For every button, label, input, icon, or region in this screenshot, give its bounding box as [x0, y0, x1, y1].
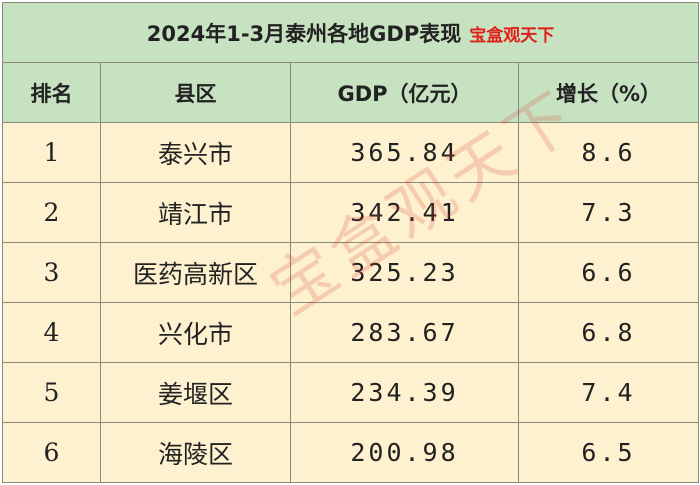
title-row: 2024年1-3月泰州各地GDP表现 宝盒观天下	[1, 2, 700, 63]
district-cell: 姜堰区	[100, 362, 291, 423]
table-row: 4 兴化市 283.67 6.8	[2, 302, 700, 363]
district-cell: 医药高新区	[100, 242, 291, 303]
rank-cell: 1	[2, 122, 101, 183]
table-row: 3 医药高新区 325.23 6.6	[2, 242, 700, 303]
district-cell: 泰兴市	[100, 122, 291, 183]
header-rank: 排名	[2, 62, 101, 123]
header-row: 排名 县区 GDP（亿元） 增长（%）	[2, 62, 700, 123]
rank-cell: 5	[2, 362, 101, 423]
header-gdp: GDP（亿元）	[290, 62, 519, 123]
growth-cell: 6.5	[517, 422, 700, 483]
gdp-cell: 325.23	[290, 242, 519, 303]
growth-cell: 6.8	[517, 302, 700, 363]
gdp-cell: 365.84	[290, 122, 519, 183]
gdp-cell: 283.67	[290, 302, 519, 363]
growth-cell: 7.3	[517, 182, 700, 243]
gdp-cell: 200.98	[290, 422, 519, 483]
table-title: 2024年1-3月泰州各地GDP表现	[146, 21, 462, 46]
gdp-cell: 234.39	[290, 362, 519, 423]
rank-cell: 3	[2, 242, 101, 303]
district-cell: 兴化市	[100, 302, 291, 363]
table-title-cell: 2024年1-3月泰州各地GDP表现 宝盒观天下	[1, 2, 700, 63]
gdp-cell: 342.41	[290, 182, 519, 243]
growth-cell: 6.6	[517, 242, 700, 303]
table-row: 6 海陵区 200.98 6.5	[2, 422, 700, 483]
header-district: 县区	[100, 62, 291, 123]
growth-cell: 8.6	[517, 122, 700, 183]
table-row: 1 泰兴市 365.84 8.6	[2, 122, 700, 183]
header-growth: 增长（%）	[517, 62, 700, 123]
rank-cell: 6	[2, 422, 101, 483]
rank-cell: 2	[2, 182, 101, 243]
brand-label: 宝盒观天下	[469, 25, 555, 46]
table-row: 5 姜堰区 234.39 7.4	[2, 362, 700, 423]
table-row: 2 靖江市 342.41 7.3	[2, 182, 700, 243]
district-cell: 海陵区	[100, 422, 291, 483]
rank-cell: 4	[2, 302, 101, 363]
growth-cell: 7.4	[517, 362, 700, 423]
district-cell: 靖江市	[100, 182, 291, 243]
